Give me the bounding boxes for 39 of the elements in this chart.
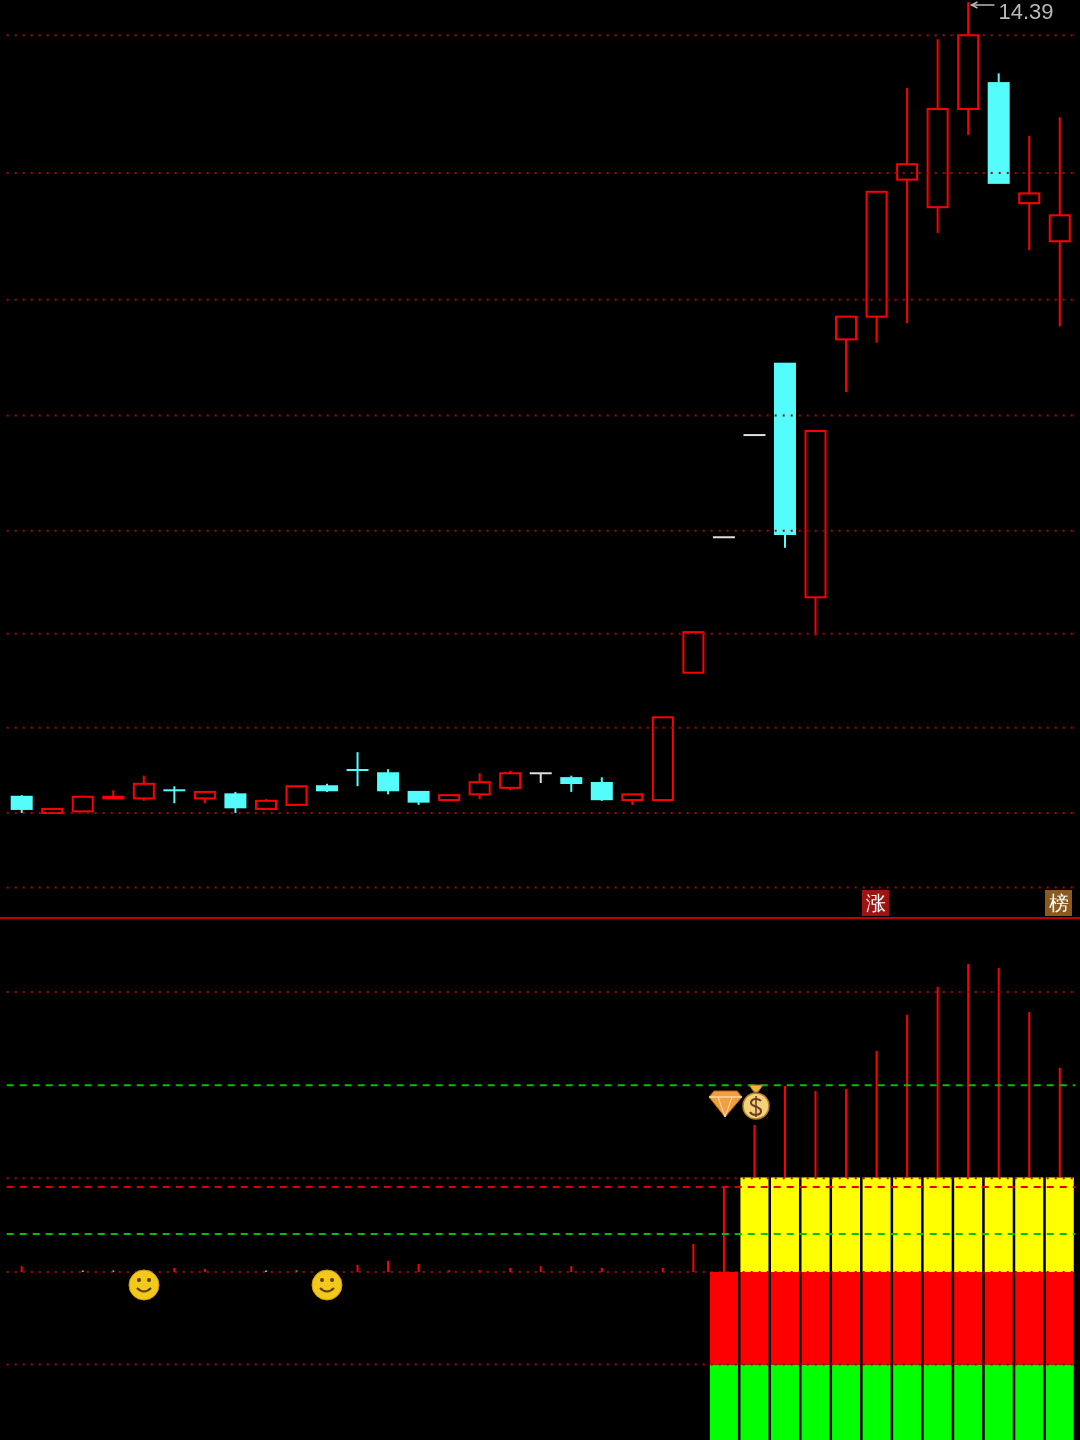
text: 涨	[862, 890, 889, 916]
bar	[814, 1090, 817, 1178]
bar	[600, 1268, 603, 1272]
bar	[509, 1268, 512, 1272]
candlestick	[285, 785, 308, 806]
bar	[20, 1266, 23, 1272]
bar	[906, 1014, 909, 1178]
candlestick	[742, 434, 767, 437]
bar	[539, 1266, 542, 1272]
bar	[875, 1050, 878, 1178]
candlestick	[1018, 134, 1041, 252]
candlestick	[1048, 116, 1071, 328]
candlestick	[896, 86, 919, 325]
bar	[356, 1264, 359, 1272]
bar	[936, 986, 939, 1178]
text: 榜	[1045, 890, 1072, 916]
bar	[387, 1260, 390, 1272]
candlestick	[528, 772, 553, 784]
candlestick	[711, 536, 736, 539]
bar	[753, 1125, 756, 1178]
candlestick	[132, 774, 155, 802]
candlestick	[499, 769, 522, 792]
bar	[997, 968, 1000, 1178]
candlestick	[345, 751, 370, 788]
candlestick	[468, 772, 491, 801]
bar	[967, 964, 970, 1178]
bar	[1058, 1067, 1061, 1178]
bar	[783, 1085, 786, 1178]
bar	[1028, 1012, 1031, 1178]
bar	[417, 1263, 420, 1272]
bar	[203, 1268, 206, 1272]
candlestick	[224, 790, 247, 814]
candlestick	[590, 776, 613, 802]
bar	[570, 1266, 573, 1272]
annotation: 14.39	[998, 0, 1054, 24]
bar	[692, 1243, 695, 1272]
bar	[845, 1089, 848, 1178]
bar	[173, 1268, 176, 1272]
candlestick	[835, 315, 858, 394]
